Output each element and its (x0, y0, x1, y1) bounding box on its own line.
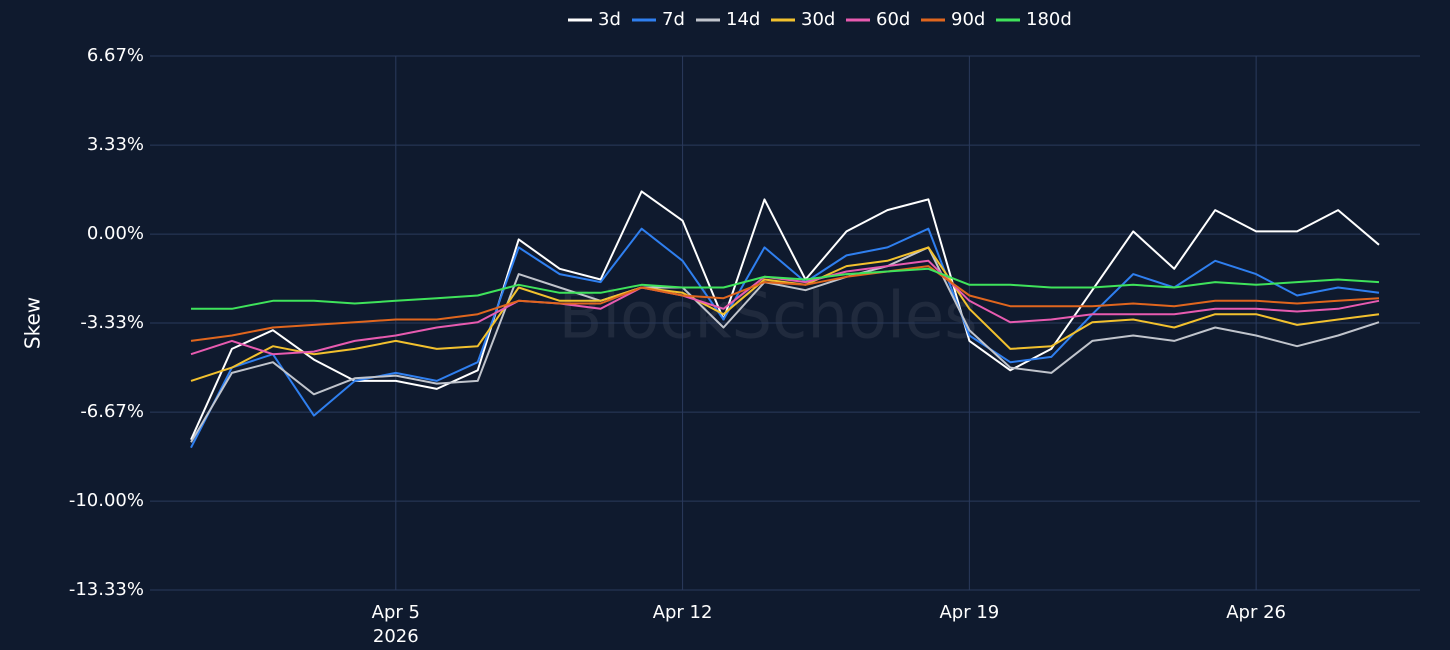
watermark: BlockScholes (558, 280, 977, 354)
y-tick-label: -13.33% (69, 579, 144, 600)
series-line (190, 265, 1380, 342)
y-tick-label: -10.00% (69, 490, 144, 511)
y-tick-label: -6.67% (80, 401, 144, 422)
series-line (190, 190, 1380, 441)
legend-label: 60d (876, 9, 910, 30)
x-tick-label: Apr 5 (372, 602, 420, 623)
y-axis-label: Skew (21, 297, 45, 349)
x-year-label: 2026 (373, 626, 419, 647)
series-line (190, 259, 1380, 356)
series-line (190, 227, 1380, 449)
legend-label: 7d (662, 9, 685, 30)
y-tick-label: 3.33% (87, 134, 144, 155)
x-tick-label: Apr 12 (653, 602, 713, 623)
y-tick-label: -3.33% (80, 312, 144, 333)
legend-label: 90d (951, 9, 985, 30)
series-line (190, 246, 1380, 382)
y-tick-label: 0.00% (87, 223, 144, 244)
series-line (191, 267, 1380, 310)
legend-label: 30d (801, 9, 835, 30)
x-tick-label: Apr 26 (1226, 602, 1286, 623)
y-tick-label: 6.67% (87, 45, 144, 66)
legend-label: 14d (726, 9, 760, 30)
legend-label: 180d (1026, 9, 1072, 30)
x-tick-label: Apr 19 (939, 602, 999, 623)
legend-label: 3d (598, 9, 621, 30)
series-line (190, 246, 1380, 443)
